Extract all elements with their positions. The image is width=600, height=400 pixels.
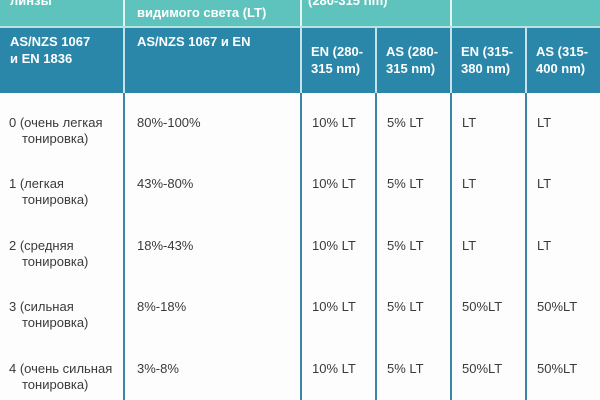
en-280-315-cell: 10% LT: [300, 338, 375, 400]
header-cell-as-280-315: AS (280-315 nm): [375, 28, 450, 93]
as-315-400-cell: LT: [525, 93, 600, 155]
category-cell: 1 (легкая тонировка): [9, 176, 89, 208]
vlt-cell: 3%-8%: [123, 338, 300, 400]
vlt-cell: 8%-18%: [123, 277, 300, 339]
as-280-315-cell: 5% LT: [375, 93, 450, 155]
header-cell-uvb-range: (280-315 nm): [300, 0, 450, 26]
as-280-315-cell: 5% LT: [375, 338, 450, 400]
en-280-315-cell: 10% LT: [300, 277, 375, 339]
header-cell-en-280-315: EN (280-315 nm): [300, 28, 375, 93]
table-row: 1 (легкая тонировка) 43%-80% 10% LT 5% L…: [0, 154, 600, 216]
as-315-400-cell: 50%LT: [525, 338, 600, 400]
table-row: 2 (средняя тонировка) 18%-43% 10% LT 5% …: [0, 215, 600, 278]
vlt-cell: 43%-80%: [123, 154, 300, 216]
vlt-cell: 80%-100%: [123, 93, 300, 155]
header-cell-standard-category: AS/NZS 1067 и EN 1836: [10, 34, 91, 66]
as-280-315-cell: 5% LT: [375, 154, 450, 216]
en-315-380-cell: LT: [450, 215, 525, 278]
header-label-lenses: линзы: [10, 0, 52, 8]
category-cell: 2 (средняя тонировка): [9, 237, 89, 269]
en-315-380-cell: 50%LT: [450, 338, 525, 400]
as-280-315-cell: 5% LT: [375, 277, 450, 339]
header-cell-lenses: линзы: [0, 0, 123, 26]
header-label-uvb-range: (280-315 nm): [308, 0, 388, 8]
header-cell-en-315-380: EN (315-380 nm): [450, 28, 525, 93]
as-315-400-cell: LT: [525, 215, 600, 278]
table-row: 3 (сильная тонировка) 8%-18% 10% LT 5% L…: [0, 277, 600, 339]
header-cell-as-315-400: AS (315-400 nm): [525, 28, 600, 93]
en-315-380-cell: 50%LT: [450, 277, 525, 339]
table-row: 4 (очень сильная тонировка) 3%-8% 10% LT…: [0, 338, 600, 400]
header-cell-uva-range: [450, 0, 600, 26]
category-cell: 0 (очень легкая тонировка): [9, 115, 103, 146]
en-315-380-cell: LT: [450, 154, 525, 216]
table-header-row-top: линзы видимого света (LT) (280-315 nm): [0, 0, 600, 28]
as-315-400-cell: 50%LT: [525, 277, 600, 339]
header-cell-visible-light: видимого света (LT): [123, 0, 300, 26]
as-315-400-cell: LT: [525, 154, 600, 216]
table-header-row-standards: AS/NZS 1067 и EN 1836 AS/NZS 1067 и EN E…: [0, 28, 600, 93]
en-280-315-cell: 10% LT: [300, 93, 375, 155]
header-cell-standard-vlt: AS/NZS 1067 и EN: [123, 28, 300, 93]
vlt-cell: 18%-43%: [123, 215, 300, 278]
en-315-380-cell: LT: [450, 93, 525, 155]
category-cell: 3 (сильная тонировка): [9, 299, 89, 331]
table-row: 0 (очень легкая тонировка) 80%-100% 10% …: [0, 93, 600, 155]
category-cell: 4 (очень сильная тонировка): [9, 360, 113, 392]
header-label-visible-light: видимого света (LT): [137, 5, 267, 20]
en-280-315-cell: 10% LT: [300, 154, 375, 216]
as-280-315-cell: 5% LT: [375, 215, 450, 278]
en-280-315-cell: 10% LT: [300, 215, 375, 278]
